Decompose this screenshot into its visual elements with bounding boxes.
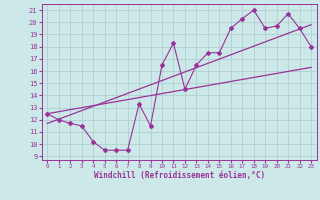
- X-axis label: Windchill (Refroidissement éolien,°C): Windchill (Refroidissement éolien,°C): [94, 171, 265, 180]
